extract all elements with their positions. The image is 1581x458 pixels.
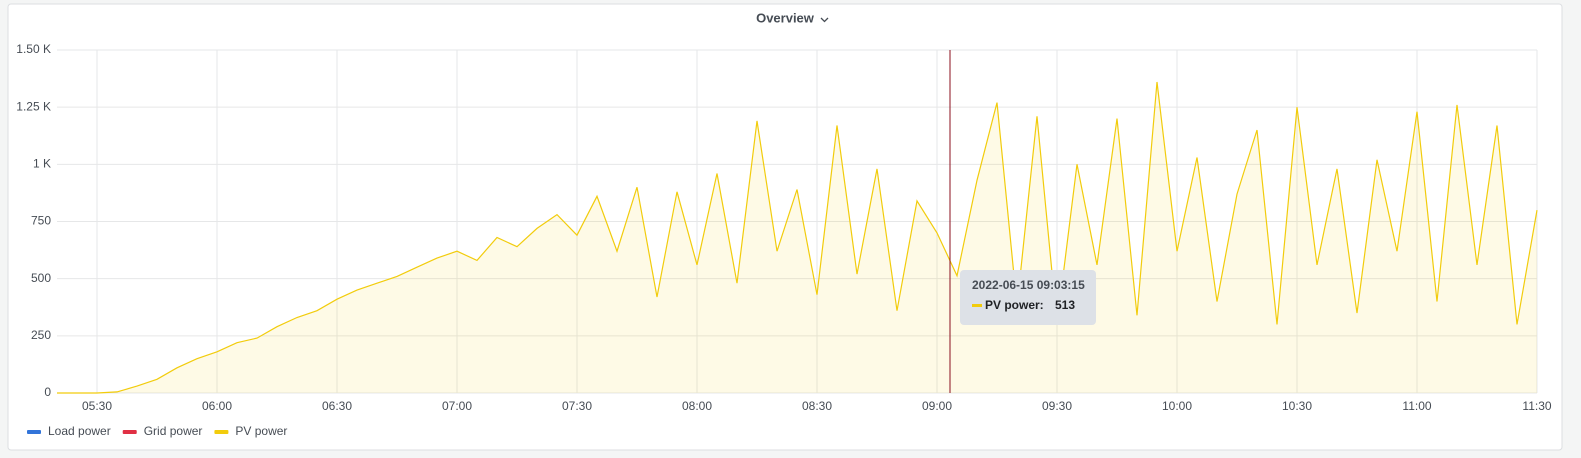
- title-chevron[interactable]: [820, 17, 829, 23]
- y-tick-label: 250: [31, 328, 51, 342]
- y-tick-label: 1 K: [33, 157, 51, 171]
- tooltip-box: [960, 270, 1096, 325]
- x-tick-label: 11:00: [1402, 399, 1431, 413]
- tooltip-swatch: [972, 304, 982, 307]
- legend-label[interactable]: Load power: [48, 424, 111, 438]
- x-tick-label: 10:00: [1162, 399, 1192, 413]
- x-tick-label: 06:30: [322, 399, 352, 413]
- tooltip: 2022-06-15 09:03:15 PV power: 513: [960, 270, 1096, 325]
- x-tick-label: 09:00: [922, 399, 952, 413]
- line: [57, 81, 1538, 394]
- x-tick-label: 09:30: [1042, 399, 1072, 413]
- area: [57, 82, 1537, 393]
- legend-swatch: [122, 430, 137, 434]
- x-tick-label: 06:00: [202, 399, 232, 413]
- y-tick-label: 0: [44, 385, 51, 399]
- legend-label[interactable]: PV power: [235, 424, 287, 438]
- x-tick-label: 07:30: [562, 399, 592, 413]
- panel-title[interactable]: Overview: [756, 10, 815, 25]
- y-tick-label: 750: [31, 214, 51, 228]
- x-tick-label: 08:00: [682, 399, 712, 413]
- legend-swatch: [214, 430, 229, 434]
- y-tick-label: 500: [31, 271, 51, 285]
- tooltip-label: PV power:: [985, 298, 1044, 312]
- x-tick-label: 11:30: [1522, 399, 1551, 413]
- y-tick-label: 1.50 K: [16, 42, 51, 56]
- tooltip-time: 2022-06-15 09:03:15: [972, 278, 1085, 292]
- legend-label[interactable]: Grid power: [144, 424, 203, 438]
- tooltip-value: 513: [1055, 298, 1075, 312]
- x-tick-label: 08:30: [802, 399, 832, 413]
- x-tick-label: 05:30: [82, 399, 112, 413]
- x-tick-label: 07:00: [442, 399, 472, 413]
- y-tick-label: 1.25 K: [16, 99, 51, 113]
- x-tick-label: 10:30: [1282, 399, 1312, 413]
- legend-swatch: [27, 430, 41, 434]
